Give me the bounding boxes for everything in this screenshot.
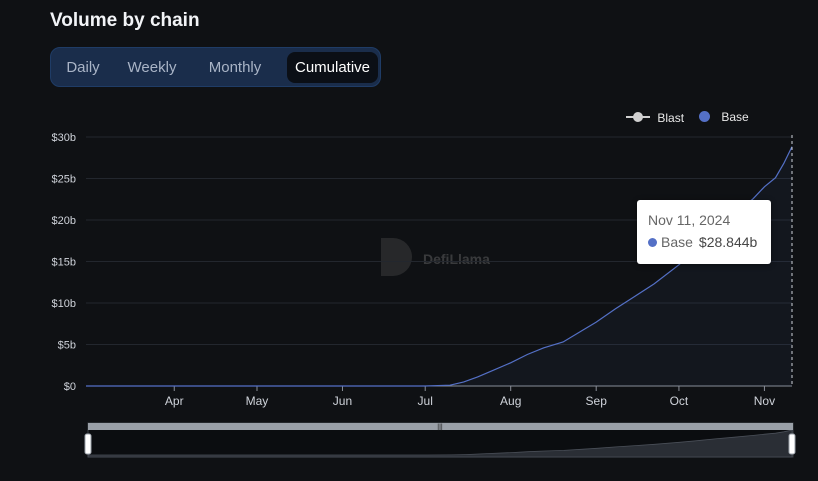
legend-label-blast: Blast xyxy=(657,111,685,125)
y-tick-label: $20b xyxy=(52,215,76,227)
legend-dot-icon xyxy=(699,111,710,122)
tooltip-date: Nov 11, 2024 xyxy=(648,212,731,228)
y-tick-label: $0 xyxy=(64,381,76,393)
tooltip-dot-icon xyxy=(648,238,657,247)
x-tick-label: Nov xyxy=(754,394,775,408)
watermark-logo: DefiLlama xyxy=(381,238,490,276)
tab-group: Daily Weekly Monthly Cumulative xyxy=(50,47,381,87)
x-tick-label: Jun xyxy=(333,394,352,408)
x-tick-label: Oct xyxy=(670,394,689,408)
legend-item-blast[interactable]: Blast xyxy=(626,110,684,125)
tab-weekly[interactable]: Weekly xyxy=(127,59,177,76)
y-tick-label: $5b xyxy=(58,340,76,352)
zoom-slider-track xyxy=(87,422,794,458)
x-tick-label: Aug xyxy=(500,394,521,408)
chart-legend: Blast Base xyxy=(626,110,786,126)
tooltip-row: Base $28.844b xyxy=(648,234,771,250)
series-line-base xyxy=(86,146,793,387)
tooltip-value: $28.844b xyxy=(698,234,758,250)
zoom-grip-icon: ||| xyxy=(437,424,443,431)
tab-monthly[interactable]: Monthly xyxy=(208,59,262,76)
tooltip-series: Base xyxy=(661,234,693,250)
chart-title: Volume by chain xyxy=(50,10,200,31)
watermark-text: DefiLlama xyxy=(423,251,490,267)
x-tick-label: Apr xyxy=(165,394,184,408)
zoom-slider-preview xyxy=(87,429,793,458)
y-tick-label: $15b xyxy=(52,257,76,269)
zoom-slider-handle-bar xyxy=(88,423,793,430)
y-tick-label: $30b xyxy=(52,132,76,144)
legend-item-base[interactable]: Base xyxy=(699,110,749,124)
llama-logo-icon xyxy=(381,238,412,276)
chart-tooltip: Nov 11, 2024 Base $28.844b xyxy=(637,200,771,264)
y-tick-label: $10b xyxy=(52,298,76,310)
x-tick-label: Jul xyxy=(418,394,433,408)
y-tick-label: $25b xyxy=(52,174,76,186)
series-area-base xyxy=(86,146,792,386)
legend-label-base: Base xyxy=(721,110,749,124)
zoom-handle-left xyxy=(84,433,92,455)
zoom-handle-right xyxy=(788,433,796,455)
tab-daily[interactable]: Daily xyxy=(66,59,100,76)
tab-cumulative[interactable]: Cumulative xyxy=(287,52,378,83)
x-tick-label: May xyxy=(246,394,269,408)
x-tick-label: Sep xyxy=(586,394,608,408)
legend-line-marker-icon xyxy=(626,112,650,122)
